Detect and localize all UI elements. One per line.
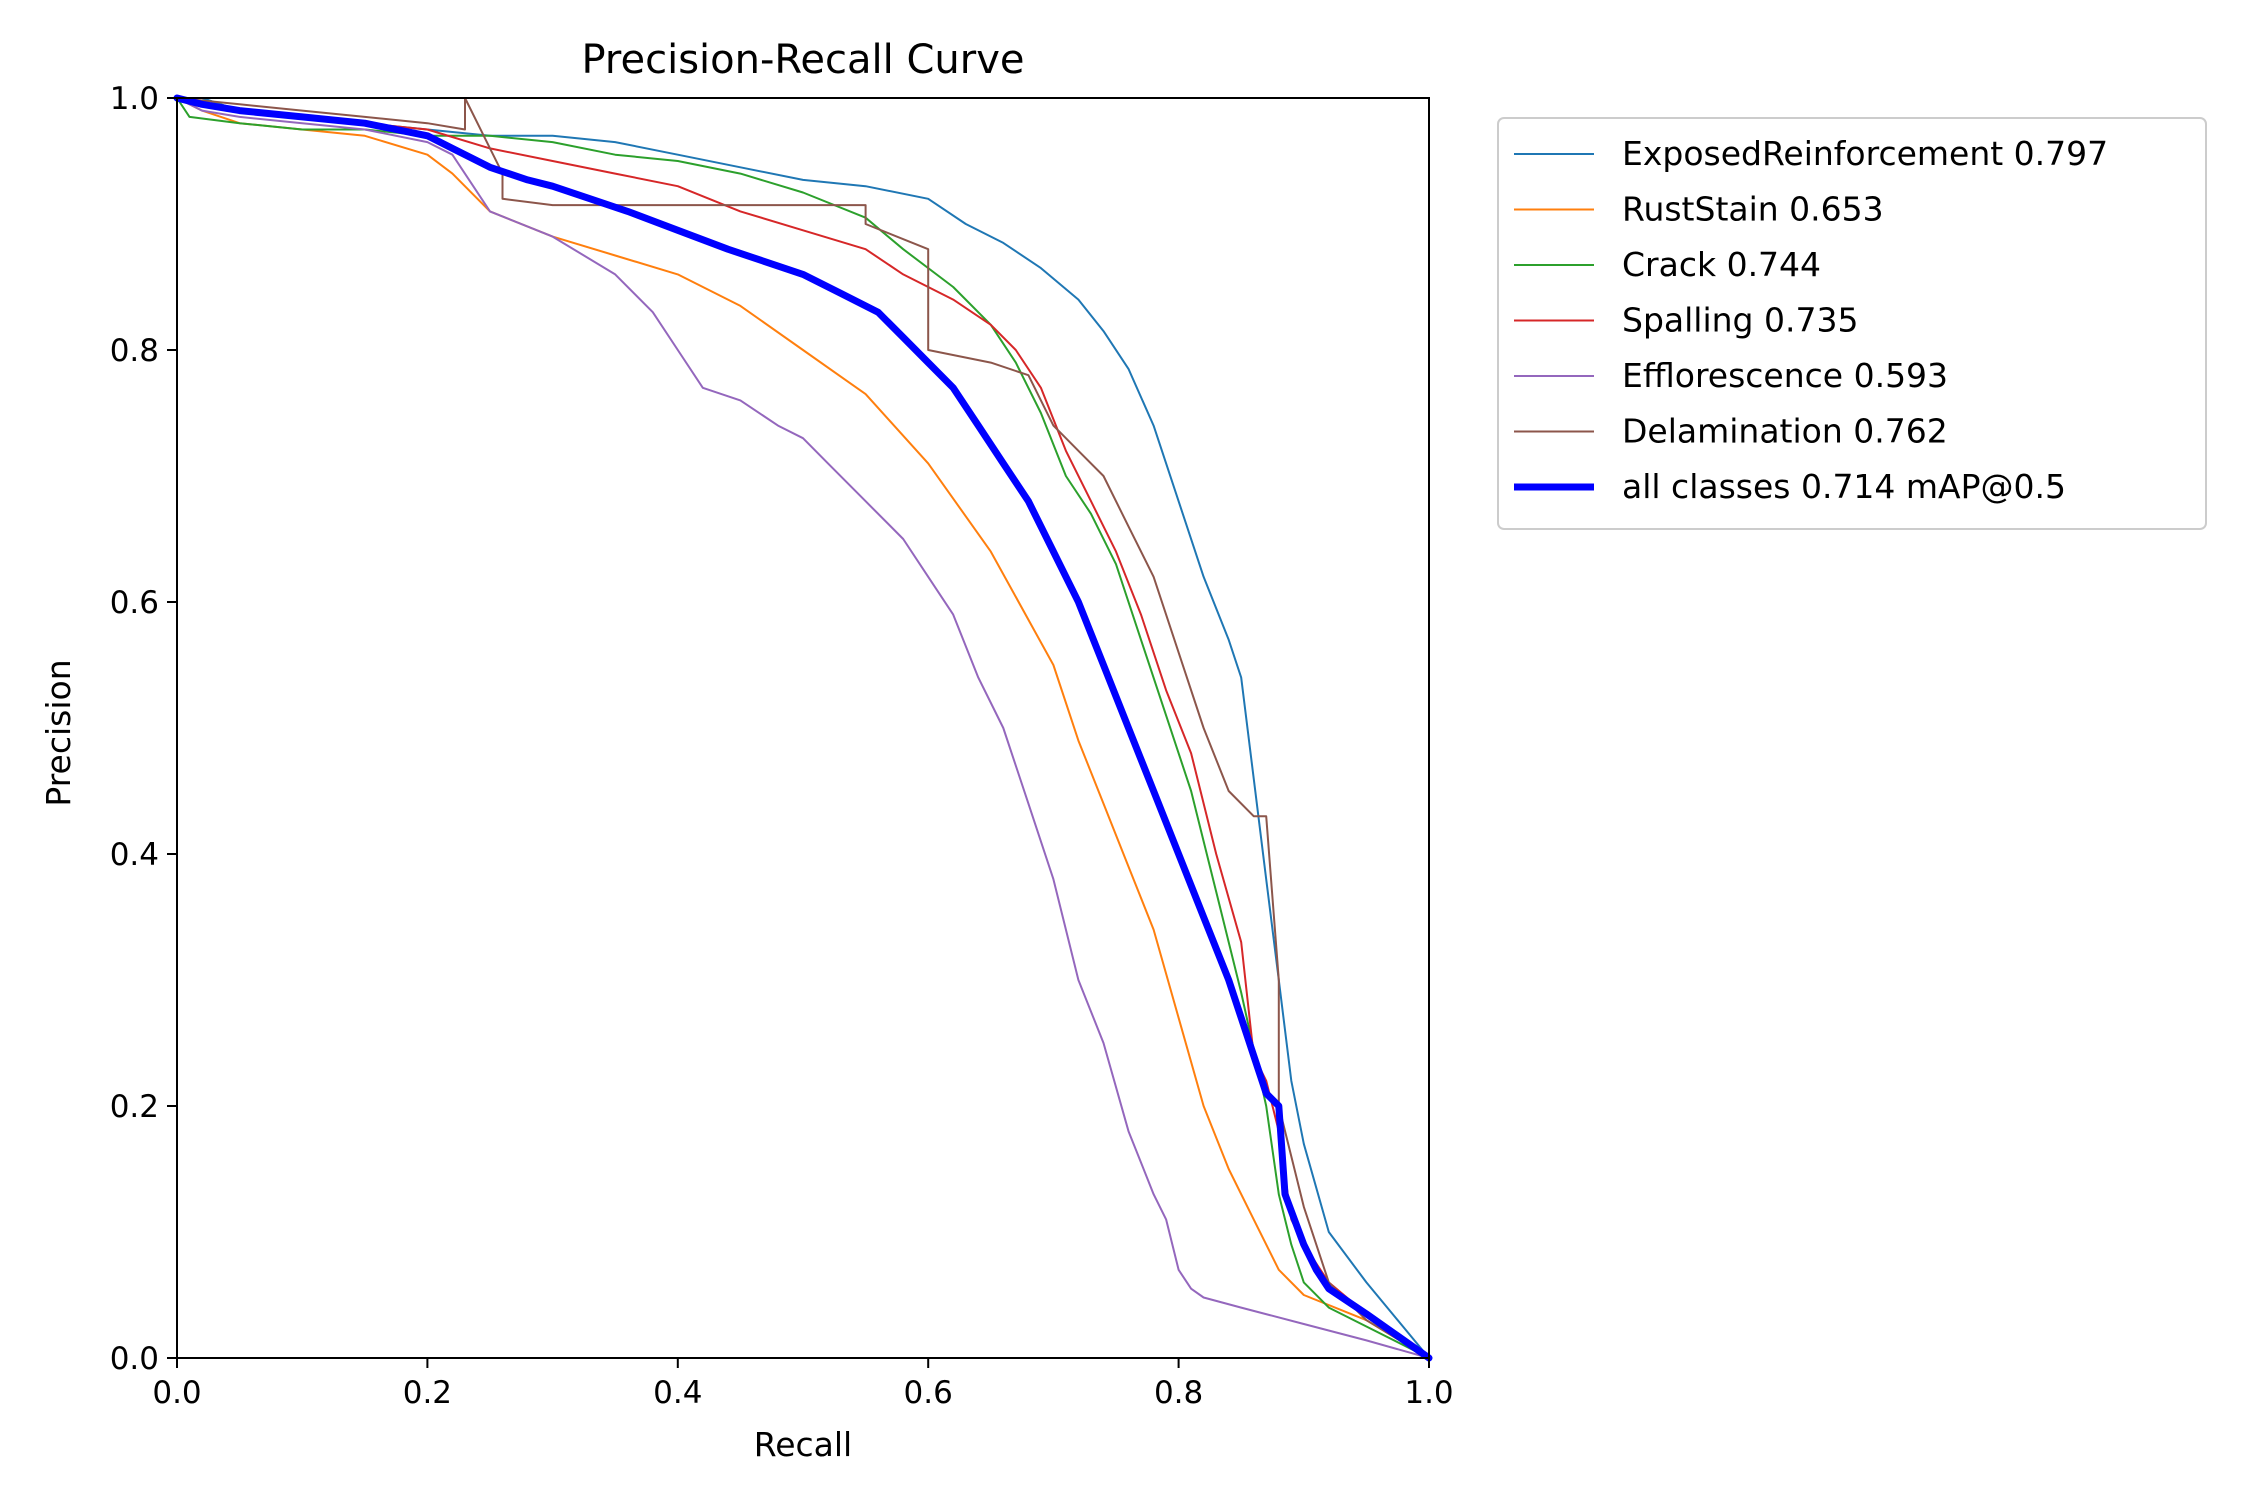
legend-label-0: ExposedReinforcement 0.797 [1622,134,2108,173]
y-tick-label: 0.6 [110,585,159,621]
legend: ExposedReinforcement 0.797 RustStain 0.65… [1497,117,2207,530]
x-tick-label: 0.8 [1154,1375,1203,1411]
series-line-2 [176,97,1430,1359]
plot-lines [173,94,1433,1362]
y-tick-label: 0.0 [110,1341,159,1377]
series-line-3 [176,97,1430,1359]
x-tick-label: 0.6 [904,1375,953,1411]
legend-box [1497,117,2207,530]
x-tick-label: 0.4 [653,1375,702,1411]
series-line-1 [176,97,1430,1359]
legend-label-1: RustStain 0.653 [1622,190,1884,229]
legend-label-3: Spalling 0.735 [1622,301,1858,340]
legend-label-5: Delamination 0.762 [1622,412,1948,451]
series-line-0 [176,97,1430,1359]
series-line-5 [176,97,1430,1359]
y-tick-label: 0.4 [110,837,159,873]
y-ticks: 0.0 0.2 0.4 0.6 0.8 1.0 [110,81,177,1377]
y-axis-label: Precision [39,659,78,806]
chart-title: Precision-Recall Curve [582,37,1025,83]
series-line-4 [176,97,1430,1359]
plot-frame [176,97,1430,1359]
series-line-6 [173,94,1433,1362]
x-ticks: 0.0 0.2 0.4 0.6 0.8 1.0 [152,1358,1454,1411]
x-tick-label: 0.0 [152,1375,201,1411]
y-tick-label: 0.2 [110,1089,159,1125]
legend-label-6: all classes 0.714 mAP@0.5 [1622,467,2066,506]
x-tick-label: 1.0 [1404,1375,1453,1411]
x-axis-label: Recall [754,1425,852,1464]
y-tick-label: 0.8 [110,333,159,369]
legend-label-2: Crack 0.744 [1622,245,1821,284]
x-tick-label: 0.2 [403,1375,452,1411]
y-tick-label: 1.0 [110,81,159,117]
legend-label-4: Efflorescence 0.593 [1622,356,1948,395]
